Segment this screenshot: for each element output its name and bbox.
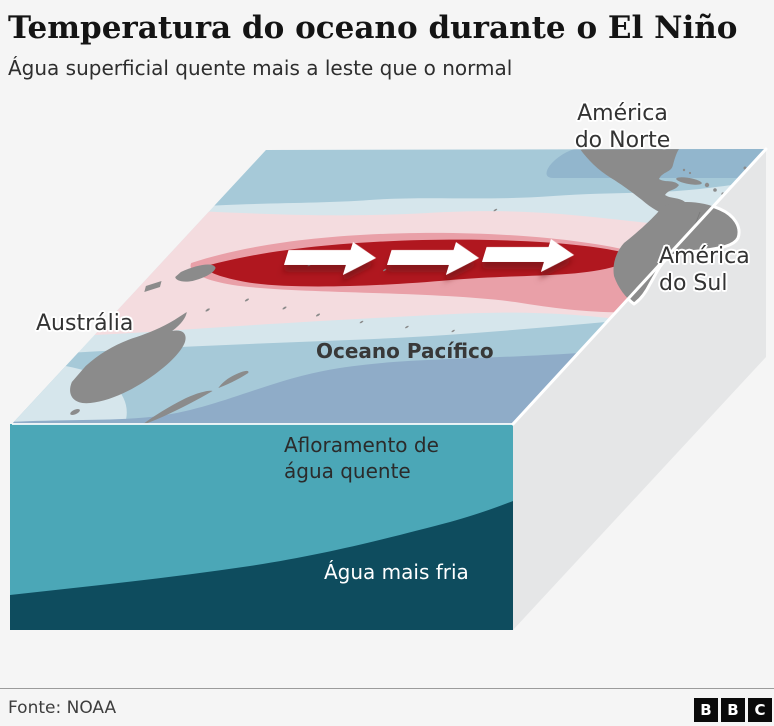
annotation-upwelling-line1: Afloramento de (284, 433, 439, 457)
bbc-logo-block-b2: B (721, 698, 745, 722)
australia-landmass (70, 312, 187, 404)
page-title: Temperatura do oceano durante o El Niño (8, 10, 738, 46)
bbc-logo-block-b1: B (694, 698, 718, 722)
bbc-logo: B B C (694, 698, 772, 722)
new-zealand-north-island (218, 370, 249, 388)
page-subtitle: Água superficial quente mais a leste que… (8, 56, 513, 80)
label-north-america-line1: América (577, 101, 668, 126)
block-edge-highlight (511, 147, 768, 426)
label-south-america-line2: do Sul (659, 271, 728, 296)
warm-current-arrow-3 (481, 239, 575, 272)
band-coolest-south (12, 348, 643, 424)
block-side-face (513, 149, 766, 630)
footer-divider (0, 688, 774, 689)
front-face-cold-water (10, 501, 513, 630)
annotation-upwelling: Afloramento de água quente (284, 432, 439, 484)
new-zealand-south-island (141, 390, 213, 424)
warm-current-arrow-1 (283, 242, 377, 275)
label-pacific-ocean: Oceano Pacífico (316, 339, 494, 363)
label-north-america: América do Norte (540, 100, 705, 154)
source-credit: Fonte: NOAA (8, 698, 117, 718)
bbc-logo-block-c: C (748, 698, 772, 722)
warm-current-arrow-2 (386, 242, 480, 275)
pacific-island-specks (205, 208, 498, 333)
new-guinea-island (175, 264, 216, 282)
label-australia: Austrália (36, 311, 134, 336)
label-south-america: América do Sul (659, 243, 750, 297)
tasmania-island (70, 409, 80, 415)
indonesia-islands (144, 281, 162, 292)
north-america-landmass (580, 149, 685, 223)
annotation-upwelling-line2: água quente (284, 459, 411, 483)
warm-current-arrows (283, 239, 575, 275)
label-north-america-line2: do Norte (574, 128, 671, 153)
cuba-island (676, 177, 702, 185)
annotation-cold-water: Água mais fria (324, 560, 469, 584)
label-south-america-line1: América (659, 244, 750, 269)
